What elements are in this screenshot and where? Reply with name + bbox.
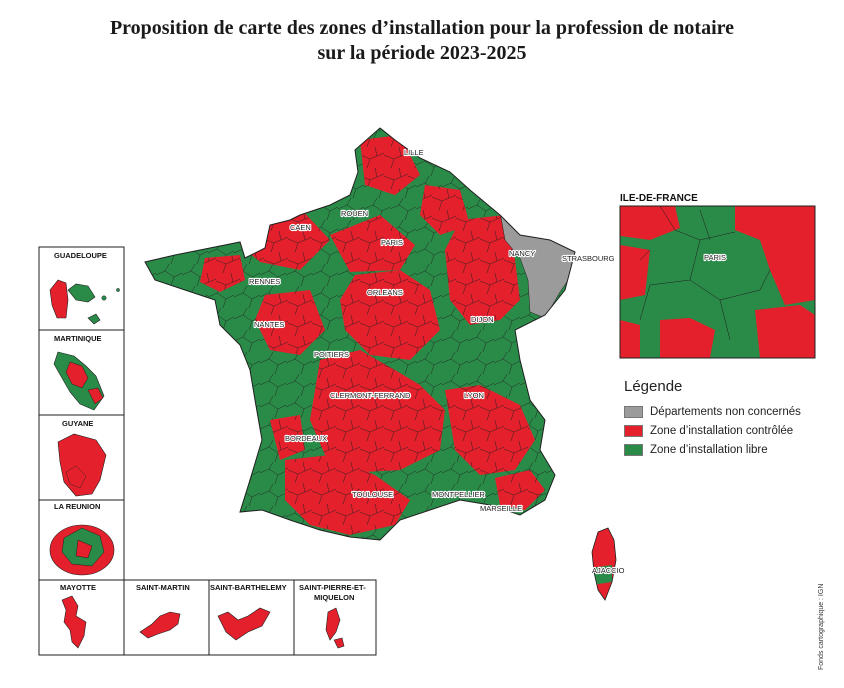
city-label-poitiers: POITIERS <box>314 350 349 359</box>
legend-item-free: Zone d’installation libre <box>624 443 768 457</box>
city-label-bordeaux: BORDEAUX <box>285 434 327 443</box>
saint-pierre-et-miquelon-shape <box>325 607 345 649</box>
map-credit: Fonds cartographique : IGN <box>818 583 825 670</box>
city-label-strasbourg: STRASBOURG <box>562 254 615 263</box>
legend-swatch-grey <box>624 406 643 418</box>
city-label-paris: PARIS <box>381 238 403 247</box>
corsica <box>591 527 617 601</box>
city-label-clermont-ferrand: CLERMONT-FERRAND <box>330 391 411 400</box>
inset-label-la-reunion: LA REUNION <box>54 502 100 511</box>
legend-title: Légende <box>624 378 683 395</box>
map-title: Proposition de carte des zones d’install… <box>0 16 844 66</box>
inset-label-spm-line-2: MIQUELON <box>314 593 354 602</box>
inset-idf-city-paris: PARIS <box>704 253 726 262</box>
legend-swatch-green <box>624 444 643 456</box>
legend-label-free: Zone d’installation libre <box>650 444 768 456</box>
guadeloupe-shape <box>49 279 120 325</box>
city-label-ajaccio: AJACCIO <box>592 566 625 575</box>
saint-martin-shape <box>139 611 181 639</box>
inset-label-martinique: MARTINIQUE <box>54 334 102 343</box>
legend-item-not-concerned: Départements non concernés <box>624 405 801 419</box>
city-label-caen: CAEN <box>290 223 311 232</box>
title-line-2: sur la période 2023-2025 <box>317 42 527 64</box>
inset-label-saint-barthelemy: SAINT-BARTHELEMY <box>210 583 287 592</box>
city-label-rouen: ROUEN <box>341 209 368 218</box>
city-label-dijon: DIJON <box>471 315 494 324</box>
city-label-lille: LILLE <box>404 148 424 157</box>
title-line-1: Proposition de carte des zones d’install… <box>109 17 735 39</box>
saint-barthelemy-shape <box>217 607 271 641</box>
inset-label-mayotte: MAYOTTE <box>60 583 96 592</box>
city-labels: LILLE ROUEN CAEN PARIS NANCY STRASBOURG … <box>248 147 626 576</box>
inset-title-ile-de-france: ILE-DE-FRANCE <box>620 193 698 204</box>
city-label-nantes: NANTES <box>254 320 284 329</box>
guyane-shape <box>57 433 107 497</box>
city-label-orleans: ORLEANS <box>367 288 403 297</box>
reunion-shape <box>49 524 115 576</box>
france-mainland <box>144 127 576 541</box>
legend-label-controlled: Zone d’installation contrôlée <box>650 425 794 437</box>
inset-label-saint-martin: SAINT-MARTIN <box>136 583 190 592</box>
mayotte-shape <box>61 595 87 649</box>
inset-ile-de-france: ILE-DE-FRANCE PARIS <box>619 193 816 359</box>
city-label-lyon: LYON <box>464 391 484 400</box>
martinique-shape <box>53 351 105 411</box>
city-label-rennes: RENNES <box>249 277 280 286</box>
city-label-marseille: MARSEILLE <box>480 504 522 513</box>
inset-label-guadeloupe: GUADELOUPE <box>54 251 107 260</box>
overseas-insets-bottom: MAYOTTE SAINT-MARTIN SAINT-BARTHELEMY SA… <box>38 579 377 656</box>
legend-label-not-concerned: Départements non concernés <box>650 406 801 418</box>
city-label-nancy: NANCY <box>509 249 535 258</box>
inset-label-guyane: GUYANE <box>62 419 93 428</box>
city-label-montpellier: MONTPELLIER <box>432 490 486 499</box>
legend-item-controlled: Zone d’installation contrôlée <box>624 424 793 438</box>
city-label-toulouse: TOULOUSE <box>352 490 393 499</box>
legend-swatch-red <box>624 425 643 437</box>
inset-label-spm-line-1: SAINT-PIERRE-ET- <box>299 583 366 592</box>
overseas-insets-left: GUADELOUPE MARTINIQUE GUYANE LA REUNION <box>38 246 125 581</box>
